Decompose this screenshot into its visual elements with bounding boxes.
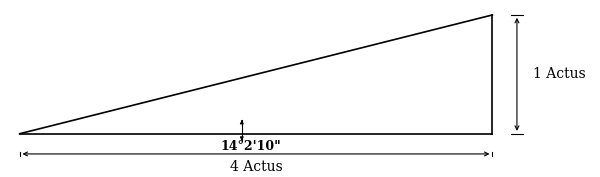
Text: 4 Actus: 4 Actus — [230, 160, 283, 174]
Text: 1 Actus: 1 Actus — [533, 67, 586, 81]
Text: 14°2'10": 14°2'10" — [221, 140, 281, 153]
